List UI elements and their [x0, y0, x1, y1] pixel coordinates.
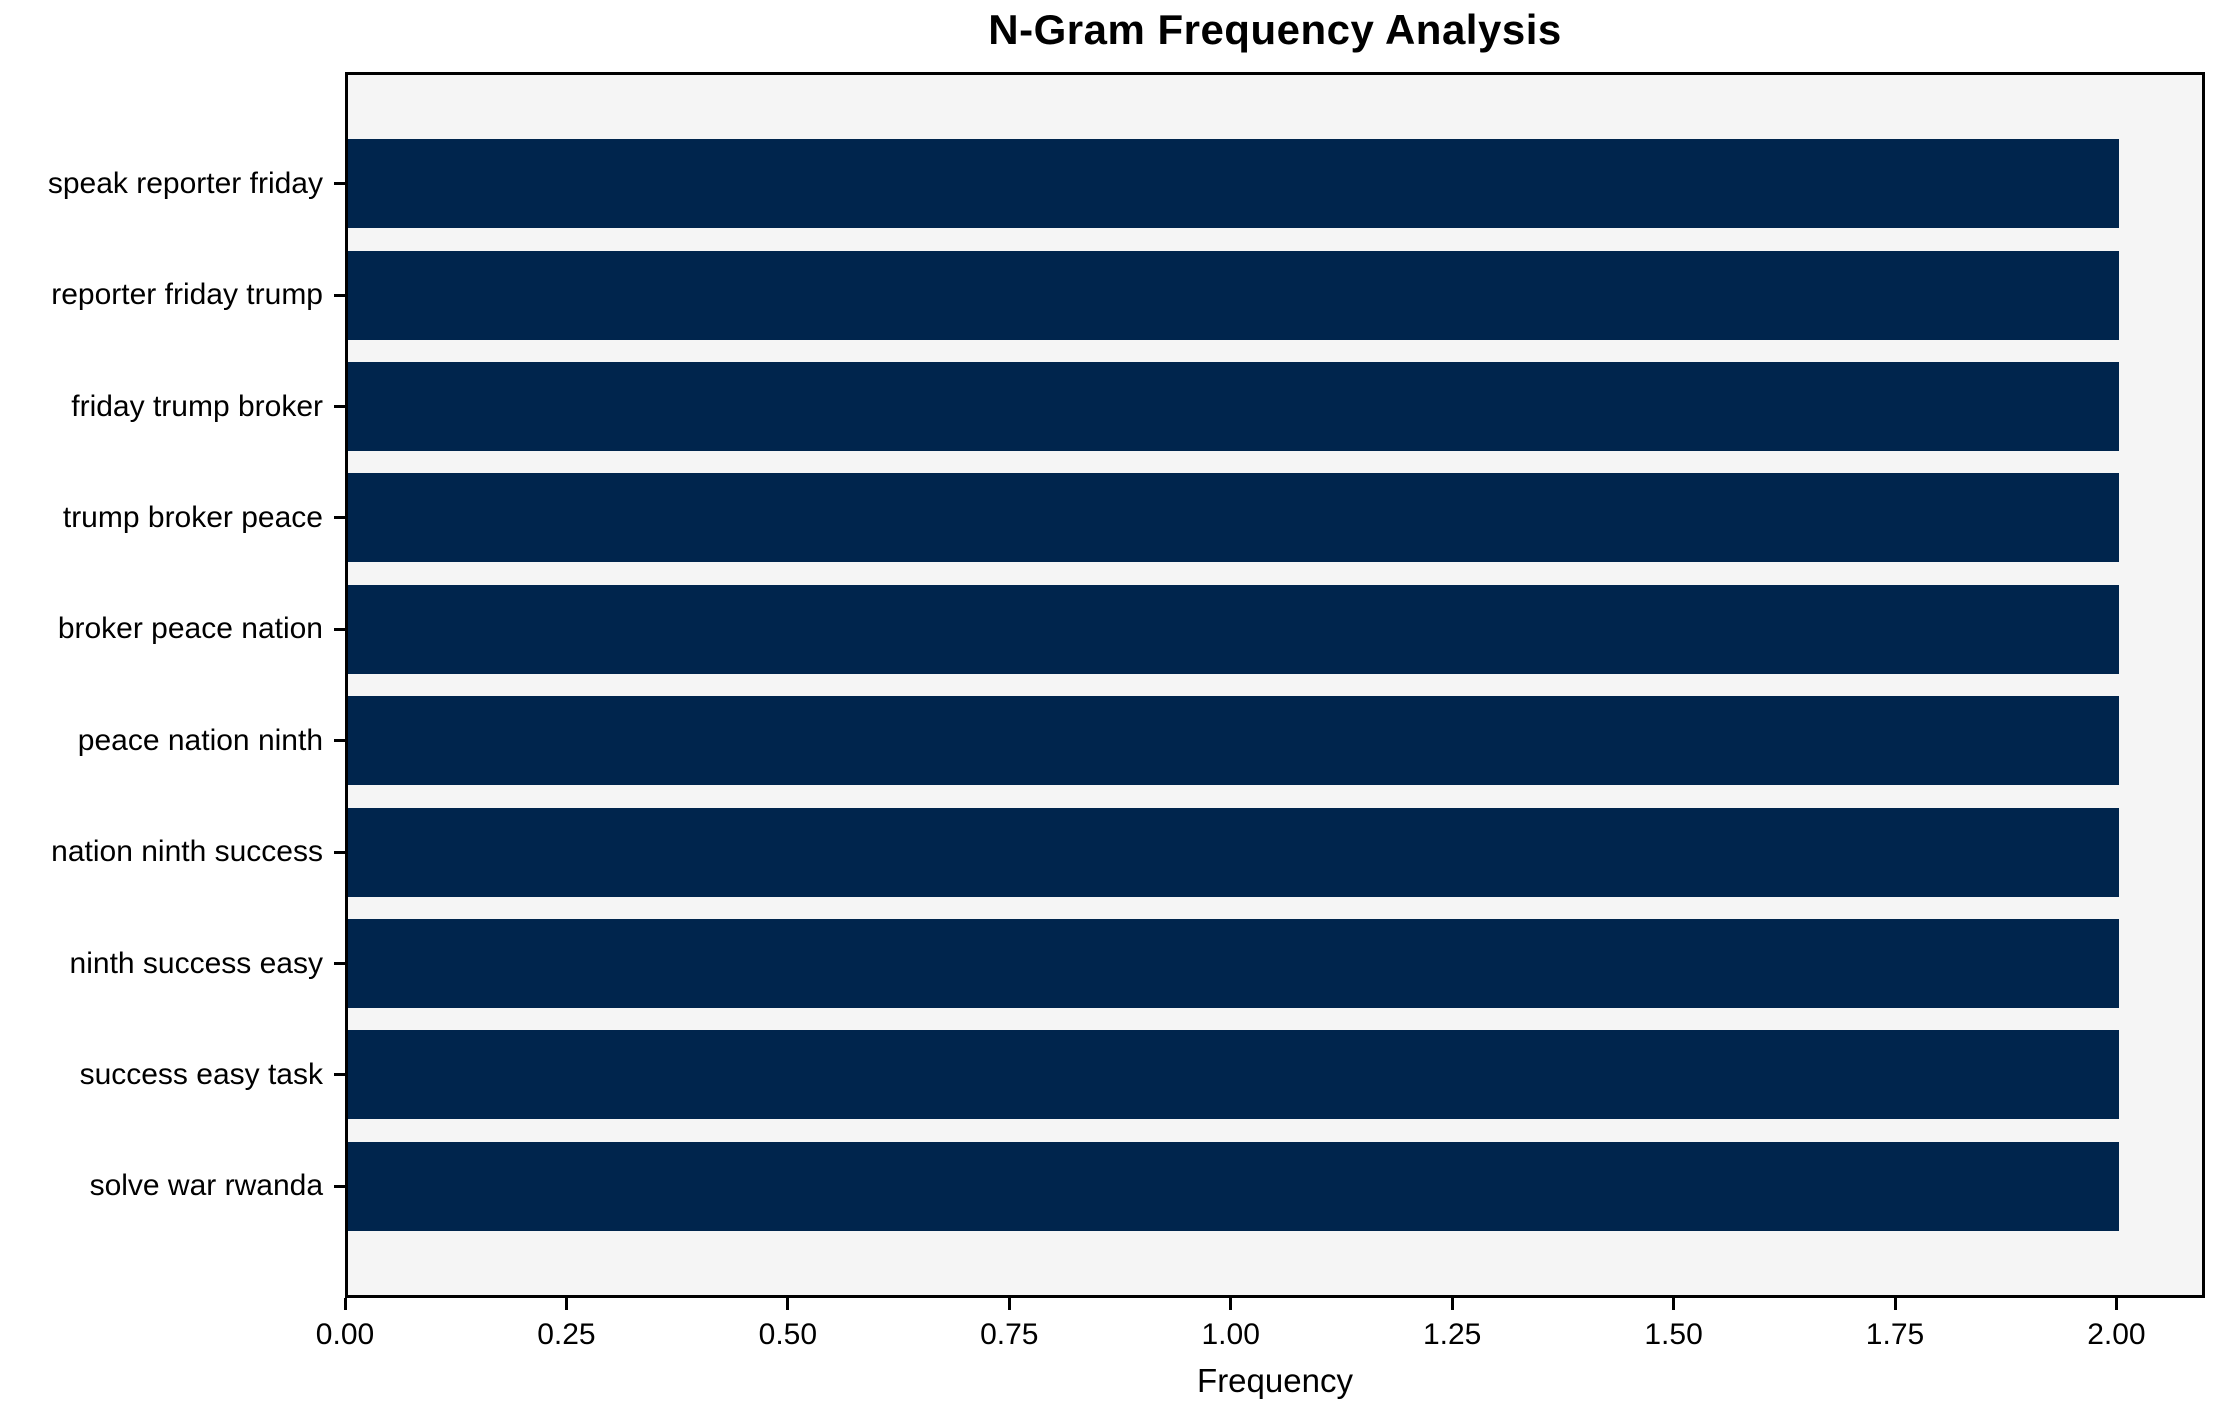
y-tick-mark [334, 182, 345, 186]
y-tick-mark [334, 962, 345, 965]
x-tick-label: 1.25 [1422, 1318, 1482, 1351]
y-tick-label: solve war rwanda [89, 1169, 323, 1203]
bar-speak-reporter-friday [348, 139, 2120, 229]
x-axis-label: Frequency [1197, 1362, 1353, 1399]
x-tick-mark [786, 1298, 790, 1310]
y-tick-mark [334, 850, 345, 854]
bar-ninth-success-easy [348, 918, 2120, 1009]
y-tick-mark [334, 405, 345, 408]
y-tick-mark [334, 739, 345, 743]
x-tick-mark [343, 1298, 347, 1310]
y-tick-mark [334, 1073, 345, 1077]
x-tick-label: 1.75 [1865, 1318, 1925, 1351]
y-tick-label: trump broker peace [62, 500, 323, 534]
bar-solve-war-rwanda [348, 1141, 2120, 1231]
x-tick-label: 0.50 [758, 1318, 818, 1351]
x-tick-label: 0.00 [315, 1318, 375, 1351]
bar-broker-peace-nation [348, 584, 2120, 674]
x-tick-mark [1672, 1298, 1676, 1310]
y-tick-label: nation ninth success [51, 835, 323, 869]
y-tick-label: ninth success easy [69, 946, 323, 980]
y-tick-mark [334, 516, 345, 520]
bar-reporter-friday-trump [348, 250, 2120, 340]
x-tick-mark [1893, 1298, 1897, 1310]
y-tick-mark [334, 1184, 345, 1188]
y-tick-mark [334, 627, 345, 631]
y-tick-label: friday trump broker [71, 389, 323, 423]
x-tick-label: 1.00 [1201, 1318, 1260, 1351]
x-tick-mark [1229, 1298, 1233, 1310]
x-tick-mark [2114, 1298, 2118, 1310]
x-tick-mark [1007, 1298, 1011, 1310]
x-tick-label: 0.75 [980, 1318, 1039, 1351]
x-tick-mark [564, 1298, 568, 1310]
bar-friday-trump-broker [348, 361, 2120, 452]
bar-success-easy-task [348, 1030, 2120, 1120]
x-tick-label: 1.50 [1644, 1318, 1703, 1351]
x-tick-mark [1450, 1298, 1454, 1310]
x-tick-label: 0.25 [537, 1318, 596, 1351]
plot-area [345, 72, 2205, 1298]
bar-nation-ninth-success [348, 807, 2120, 897]
y-tick-mark [334, 293, 345, 297]
x-tick-label: 2.00 [2087, 1318, 2146, 1351]
chart-title: N-Gram Frequency Analysis [988, 6, 1562, 53]
bar-trump-broker-peace [348, 473, 2120, 563]
y-tick-label: broker peace nation [57, 612, 323, 646]
y-tick-label: reporter friday trump [51, 278, 323, 312]
y-tick-label: speak reporter friday [47, 166, 323, 200]
y-tick-label: success easy task [79, 1057, 323, 1091]
y-tick-label: peace nation ninth [77, 723, 323, 757]
bar-peace-nation-ninth [348, 696, 2120, 786]
